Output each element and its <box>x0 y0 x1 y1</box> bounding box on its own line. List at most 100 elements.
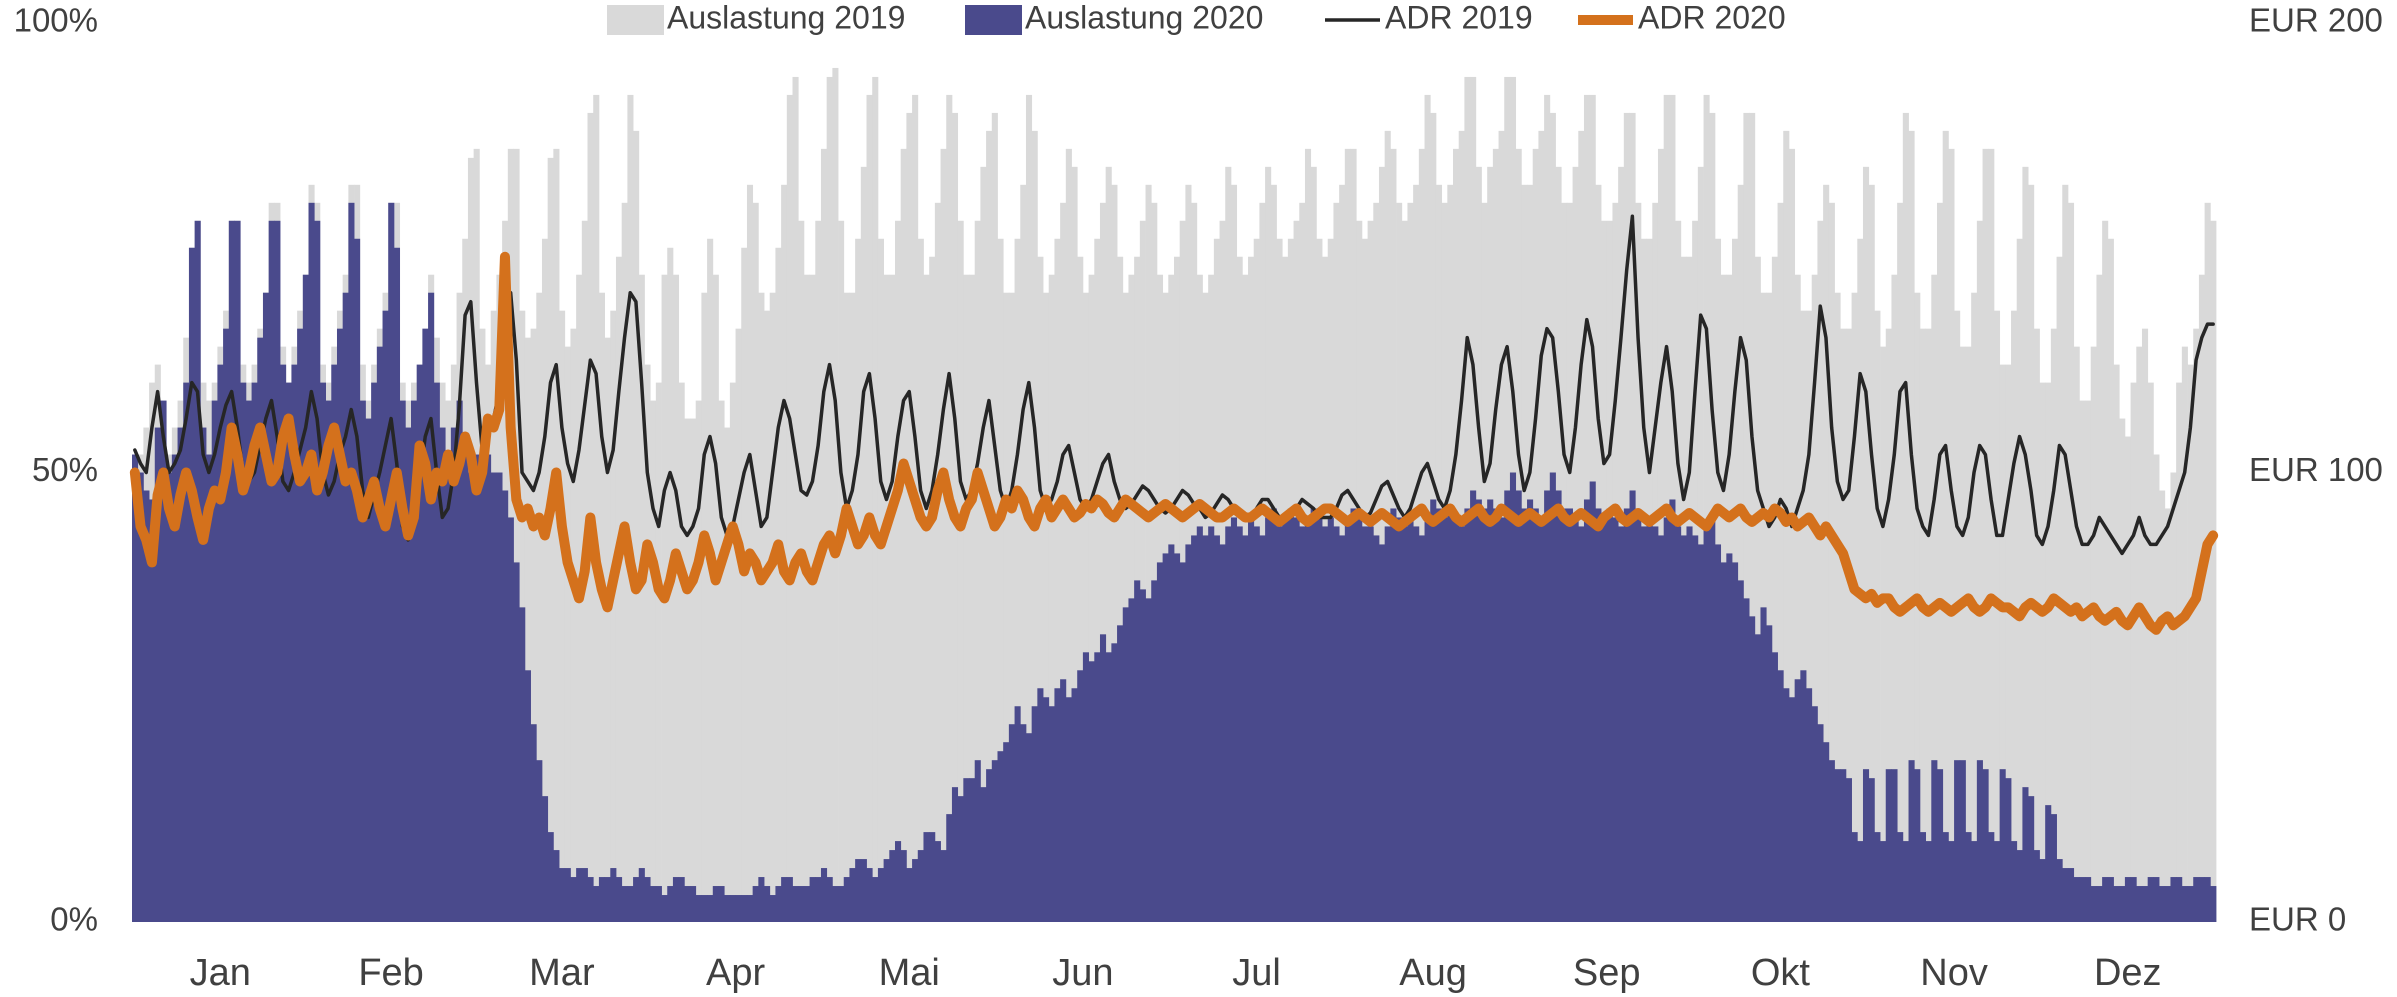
bar <box>530 328 537 922</box>
bar <box>1037 688 1044 922</box>
bar <box>2119 886 2126 922</box>
bar <box>1515 490 1522 922</box>
legend-label: ADR 2019 <box>1385 0 1533 35</box>
bar <box>701 292 708 922</box>
bar <box>371 382 378 923</box>
bar <box>1777 670 1784 922</box>
x-tick-label: Nov <box>1920 952 1988 994</box>
bar <box>894 220 902 922</box>
bar <box>1925 328 1932 922</box>
bar <box>2164 886 2171 922</box>
bar <box>200 427 207 922</box>
bar <box>644 364 651 922</box>
bar <box>2176 877 2183 922</box>
bar <box>786 877 793 922</box>
bar <box>490 472 497 922</box>
bar <box>1487 499 1494 922</box>
bar <box>1771 256 1778 922</box>
bar <box>1441 517 1448 922</box>
bar <box>980 166 987 923</box>
bar <box>741 247 748 922</box>
bar <box>1003 292 1010 922</box>
bar <box>872 877 879 922</box>
bar <box>986 769 993 922</box>
bar <box>1025 733 1033 922</box>
bar <box>1794 274 1801 923</box>
bar <box>1020 184 1027 922</box>
bar <box>729 382 736 923</box>
bar <box>1834 769 1841 922</box>
bar <box>1453 517 1460 922</box>
bar <box>1988 148 1995 923</box>
bar <box>2011 841 2018 922</box>
bar <box>883 274 890 923</box>
bar <box>1976 760 1983 922</box>
bar <box>1082 292 1089 922</box>
bar <box>1703 526 1710 922</box>
bar <box>889 274 896 923</box>
bar <box>838 220 845 922</box>
bar <box>912 859 919 922</box>
bar <box>1544 490 1551 922</box>
bar <box>1823 742 1830 922</box>
bar <box>382 310 389 922</box>
bar <box>2147 382 2154 923</box>
bar <box>1008 724 1015 922</box>
bar <box>2210 886 2217 922</box>
bar <box>2176 382 2183 923</box>
x-tick-label: Feb <box>358 952 423 994</box>
bar <box>775 886 782 922</box>
bar <box>735 328 742 922</box>
bar <box>849 292 856 922</box>
y-tick-label: 100% <box>14 2 98 39</box>
bar <box>1088 274 1095 923</box>
bar <box>1105 652 1112 922</box>
bar <box>604 337 611 922</box>
bar <box>479 472 486 922</box>
bar <box>245 400 252 923</box>
bar <box>1999 769 2006 922</box>
bar <box>986 130 993 922</box>
bar <box>581 868 588 922</box>
bar <box>388 202 395 923</box>
bar <box>257 337 264 922</box>
bar <box>695 400 702 923</box>
bar <box>889 850 896 922</box>
bar <box>1686 526 1693 922</box>
bar <box>2005 364 2012 922</box>
bar <box>1874 310 1881 922</box>
bar <box>2016 238 2023 922</box>
bar <box>513 562 520 922</box>
bar <box>559 310 566 922</box>
bar <box>1333 526 1340 922</box>
bar <box>1942 130 1949 922</box>
bar <box>1766 292 1773 922</box>
bar <box>1527 499 1534 922</box>
bar <box>1464 508 1471 922</box>
x-tick-label: Apr <box>706 952 765 994</box>
bar <box>1253 526 1260 922</box>
bar <box>1532 508 1539 922</box>
legend: Auslastung 2019 Auslastung 2020 ADR 2019 AD… <box>607 0 1786 35</box>
bar <box>644 877 651 922</box>
bar <box>621 202 628 923</box>
bar <box>1828 202 1835 923</box>
bar <box>1242 535 1249 922</box>
bar <box>1054 238 1061 922</box>
bar <box>1413 526 1420 922</box>
bar <box>2062 184 2069 922</box>
bar <box>633 877 640 922</box>
bar <box>143 490 150 922</box>
bar <box>1726 553 1733 922</box>
bar <box>684 418 691 922</box>
bar <box>1213 535 1220 922</box>
bar <box>1282 517 1289 922</box>
bar <box>450 427 457 922</box>
bar <box>610 868 617 922</box>
bar <box>906 868 913 922</box>
bar <box>1902 112 1909 922</box>
bar <box>2028 184 2035 922</box>
bar <box>627 94 634 923</box>
bar <box>513 148 520 923</box>
bar <box>1754 256 1761 922</box>
